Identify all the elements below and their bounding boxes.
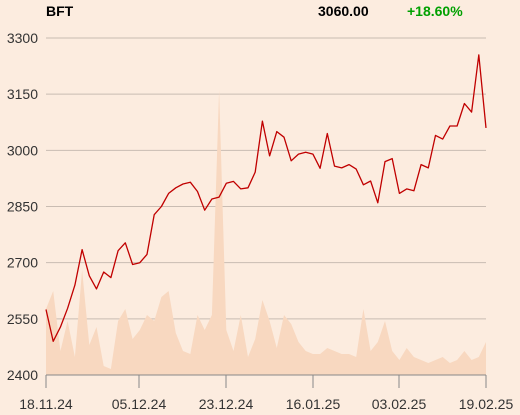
y-tick-label: 2850: [7, 199, 38, 215]
x-tick-label: 16.01.25: [286, 396, 341, 412]
price-line: [45, 54, 487, 342]
volume-area: [46, 90, 486, 375]
x-tick-label: 03.02.25: [372, 396, 427, 412]
y-tick-label: 3300: [7, 30, 38, 46]
y-tick-label: 3150: [7, 86, 38, 102]
change-label: +18.60%: [407, 3, 463, 19]
x-tick-label: 05.12.24: [112, 396, 167, 412]
x-tick-label: 19.02.25: [459, 396, 514, 412]
y-tick-label: 2400: [7, 367, 38, 383]
y-tick-label: 2550: [7, 311, 38, 327]
price-label: 3060.00: [318, 3, 369, 19]
y-tick-label: 2700: [7, 255, 38, 271]
x-tick-label: 18.11.24: [19, 396, 73, 412]
x-tick-label: 23.12.24: [199, 396, 254, 412]
y-tick-label: 3000: [7, 142, 38, 158]
symbol-label: BFT: [46, 3, 74, 19]
